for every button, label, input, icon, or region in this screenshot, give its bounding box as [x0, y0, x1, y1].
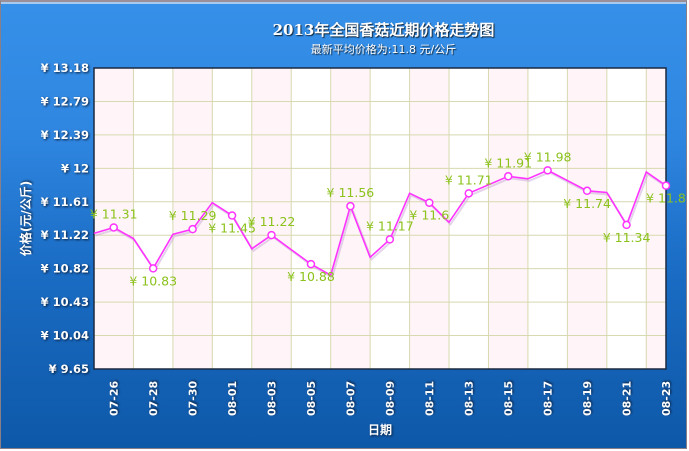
- data-label: ¥ 11.74: [563, 196, 611, 211]
- data-point-marker[interactable]: [464, 189, 474, 198]
- data-point-marker[interactable]: [346, 201, 355, 211]
- data-label: ¥ 11.31: [90, 206, 138, 221]
- y-tick-label: ¥ 12: [61, 161, 89, 175]
- y-tick-label: ¥ 11.61: [41, 195, 89, 209]
- y-axis-title: 价格(元/公斤): [18, 181, 33, 256]
- data-point-marker[interactable]: [227, 211, 237, 220]
- x-tick-label: 07-30: [187, 380, 200, 416]
- x-tick-label: 08-01: [226, 381, 239, 416]
- data-point-marker[interactable]: [148, 264, 158, 273]
- data-label: ¥ 11.71: [445, 172, 493, 187]
- y-tick-label: ¥ 12.39: [41, 128, 89, 142]
- data-label: ¥ 11.98: [524, 149, 572, 164]
- x-tick-label: 08-21: [621, 381, 634, 416]
- y-tick-label: ¥ 10.04: [41, 329, 89, 343]
- top-border: [1, 2, 686, 4]
- data-point-marker[interactable]: [543, 166, 552, 175]
- data-label: ¥ 10.83: [129, 273, 177, 288]
- data-label: ¥ 11.56: [327, 185, 375, 200]
- x-tick-label: 07-26: [108, 380, 121, 416]
- y-tick-label: ¥ 10.82: [41, 262, 89, 276]
- data-point-marker[interactable]: [385, 235, 395, 244]
- data-point-marker[interactable]: [267, 230, 276, 240]
- x-tick-label: 08-11: [423, 381, 436, 416]
- y-tick-label: ¥ 12.79: [41, 94, 89, 108]
- data-point-marker[interactable]: [622, 220, 631, 230]
- data-label: ¥ 11.29: [169, 208, 217, 223]
- x-tick-label: 08-13: [463, 381, 476, 416]
- x-tick-label: 08-17: [542, 381, 555, 416]
- data-label: ¥ 11.91: [484, 155, 532, 170]
- data-point-marker[interactable]: [425, 198, 434, 207]
- y-tick-label: ¥ 9.65: [49, 362, 89, 376]
- x-tick-label: 07-28: [147, 381, 160, 416]
- data-point-marker[interactable]: [306, 259, 316, 269]
- x-tick-label: 08-09: [384, 381, 397, 416]
- y-tick-label: ¥ 11.22: [41, 228, 89, 242]
- x-tick-label: 08-19: [581, 381, 594, 416]
- x-tick-label: 08-05: [305, 381, 318, 416]
- chart-title: 2013年全国香菇近期价格走势图: [272, 21, 495, 39]
- data-label: ¥ 10.88: [287, 269, 335, 284]
- data-point-marker[interactable]: [503, 172, 513, 181]
- data-label: ¥ 11.22: [248, 214, 296, 229]
- chart-subtitle: 最新平均价格为:11.8 元/公斤: [310, 43, 457, 56]
- data-point-marker[interactable]: [188, 224, 197, 234]
- data-point-marker[interactable]: [661, 181, 671, 190]
- x-tick-label: 08-15: [502, 381, 515, 416]
- x-tick-label: 08-23: [660, 381, 673, 416]
- data-label: ¥ 11.6: [409, 208, 449, 223]
- data-label: ¥ 11.34: [603, 230, 651, 245]
- data-point-marker[interactable]: [582, 186, 592, 196]
- data-label: ¥ 11.45: [208, 221, 256, 236]
- y-tick-label: ¥ 10.43: [41, 295, 89, 309]
- y-tick-label: ¥ 13.18: [41, 61, 89, 75]
- x-tick-label: 08-03: [266, 381, 279, 416]
- x-axis-title: 日期: [368, 422, 392, 437]
- data-point-marker[interactable]: [109, 223, 118, 232]
- data-label: ¥ 11.8: [646, 191, 686, 206]
- data-label: ¥ 11.17: [366, 218, 414, 233]
- x-tick-label: 08-07: [344, 381, 357, 416]
